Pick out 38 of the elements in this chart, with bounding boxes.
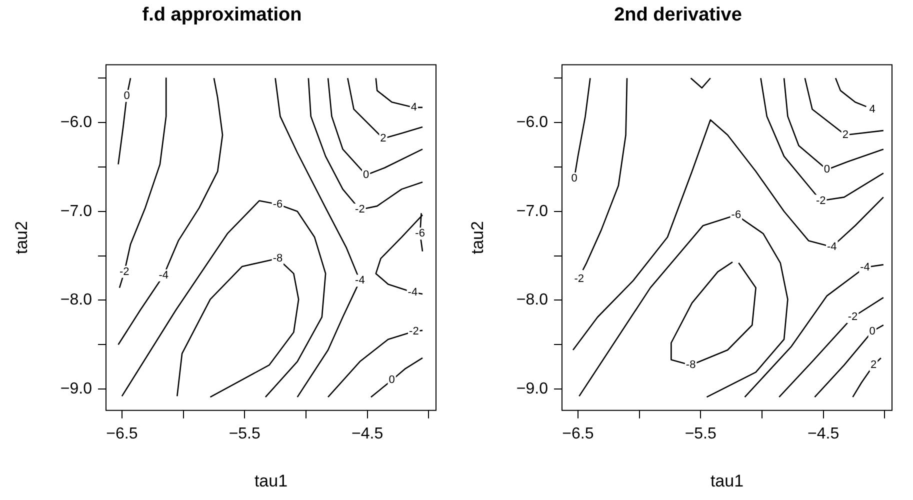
y-tick-label: −7.0 bbox=[516, 202, 548, 220]
x-tick-label: −5.5 bbox=[684, 425, 717, 442]
y-axis-title: tau2 bbox=[468, 221, 487, 254]
x-tick-label: −4.5 bbox=[352, 425, 384, 442]
annotation: -2 bbox=[816, 194, 826, 207]
y-tick-label: −9.0 bbox=[60, 380, 92, 398]
annotation: -4 bbox=[408, 286, 418, 298]
annotation: -6 bbox=[415, 228, 425, 240]
x-axis-title: tau1 bbox=[254, 471, 288, 490]
chart-title: 2nd derivative bbox=[614, 4, 742, 26]
annotation: -8 bbox=[686, 359, 696, 372]
y-axis-title: tau2 bbox=[12, 221, 31, 254]
annotation: -2 bbox=[574, 272, 584, 285]
x-tick-label: −6.5 bbox=[106, 425, 138, 442]
annotation: -2 bbox=[848, 311, 858, 324]
y-tick-label: −9.0 bbox=[516, 380, 548, 398]
y-tick-label: −8.0 bbox=[516, 292, 548, 309]
x-tick-label: −4.5 bbox=[808, 425, 840, 442]
chart-title: f.d approximation bbox=[142, 4, 302, 26]
annotation: 0 bbox=[824, 164, 830, 176]
annotation: -6 bbox=[731, 208, 742, 221]
annotation: 4 bbox=[869, 103, 876, 116]
y-tick-label: −8.0 bbox=[60, 292, 92, 309]
annotation: -2 bbox=[355, 204, 365, 216]
annotation: -2 bbox=[120, 266, 130, 278]
annotation: -4 bbox=[860, 261, 870, 274]
y-tick-label: −6.0 bbox=[60, 114, 92, 131]
annotation: -4 bbox=[826, 240, 837, 253]
x-axis-title: tau1 bbox=[710, 471, 744, 490]
x-tick-label: −5.5 bbox=[228, 425, 261, 442]
x-tick-label: −6.5 bbox=[562, 425, 594, 442]
annotation: -8 bbox=[272, 252, 283, 265]
annotation: -4 bbox=[158, 269, 169, 282]
annotation: -6 bbox=[272, 198, 283, 210]
y-tick-label: −7.0 bbox=[60, 202, 92, 220]
annotation: -2 bbox=[409, 325, 419, 338]
y-tick-label: −6.0 bbox=[516, 114, 548, 131]
annotation: -4 bbox=[355, 274, 365, 287]
